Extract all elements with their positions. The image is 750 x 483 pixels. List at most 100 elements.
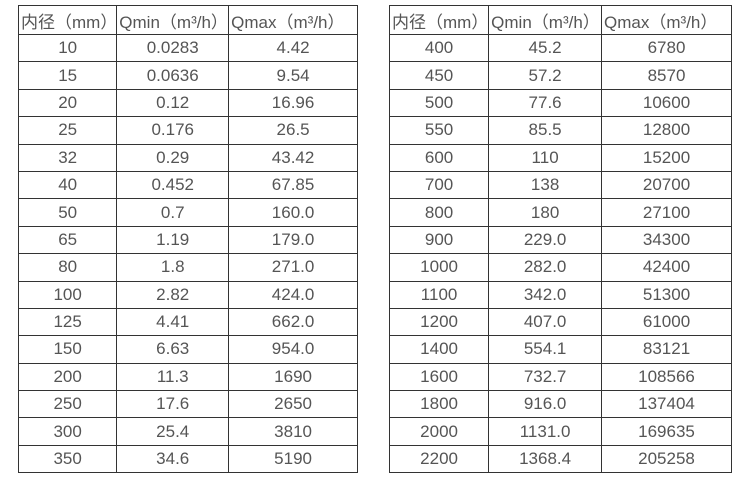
table-cell: 342.0 <box>488 280 603 309</box>
table-cell: 6.63 <box>116 335 230 364</box>
table-cell: 2200 <box>388 444 490 474</box>
table-cell: 160.0 <box>228 198 358 227</box>
table-row: 80 1.8 271.0 <box>17 253 358 282</box>
table-cell: 83121 <box>601 335 732 364</box>
table-cell: 1.19 <box>116 225 230 255</box>
table-cell: 550 <box>388 116 490 145</box>
table-cell: 0.176 <box>116 116 230 145</box>
table-row: 2000 1131.0 169635 <box>388 417 732 446</box>
table-cell: 1.8 <box>116 253 230 282</box>
table-cell: 0.0283 <box>116 33 230 63</box>
table-row: 32 0.29 43.42 <box>17 143 358 172</box>
table-cell: 0.12 <box>116 88 230 118</box>
table-cell: 108566 <box>601 362 732 392</box>
table-cell: 110 <box>488 143 603 172</box>
flow-spec-table-large-diameters: 内径（mm） Qmin（m³/h） Qmax（m³/h） 400 45.2 6780 450… <box>388 5 732 474</box>
table-cell: 662.0 <box>228 307 358 337</box>
table-cell: 8570 <box>601 61 732 90</box>
column-header: 内径（mm） <box>388 5 490 35</box>
table-cell: 179.0 <box>228 225 358 255</box>
table-row: 40 0.452 67.85 <box>17 170 358 200</box>
table-cell: 169635 <box>601 417 732 446</box>
table-cell: 2000 <box>388 417 490 446</box>
table-cell: 1368.4 <box>488 444 603 474</box>
table-cell: 700 <box>388 170 490 200</box>
table-cell: 1690 <box>228 362 358 392</box>
header-row: 内径（mm） Qmin（m³/h） Qmax（m³/h） <box>17 5 358 35</box>
table-cell: 25 <box>17 116 118 145</box>
table-cell: 900 <box>388 225 490 255</box>
table-row: 200 11.3 1690 <box>17 362 358 392</box>
table-cell: 150 <box>17 335 118 364</box>
table-cell: 0.452 <box>116 170 230 200</box>
table-cell: 732.7 <box>488 362 603 392</box>
table-row: 500 77.6 10600 <box>388 88 732 118</box>
table-cell: 554.1 <box>488 335 603 364</box>
table-cell: 42400 <box>601 253 732 282</box>
table-cell: 80 <box>17 253 118 282</box>
table-row: 20 0.12 16.96 <box>17 88 358 118</box>
table-cell: 1600 <box>388 362 490 392</box>
table-cell: 50 <box>17 198 118 227</box>
table-row: 2200 1368.4 205258 <box>388 444 732 474</box>
column-header: 内径（mm） <box>17 5 118 35</box>
table-row: 25 0.176 26.5 <box>17 116 358 145</box>
table-cell: 138 <box>488 170 603 200</box>
table-cell: 2650 <box>228 390 358 419</box>
table-cell: 600 <box>388 143 490 172</box>
table-cell: 85.5 <box>488 116 603 145</box>
table-cell: 20 <box>17 88 118 118</box>
table-cell: 16.96 <box>228 88 358 118</box>
table-cell: 20700 <box>601 170 732 200</box>
table-cell: 300 <box>17 417 118 446</box>
flow-spec-table-small-diameters: 内径（mm） Qmin（m³/h） Qmax（m³/h） 10 0.0283 4.42 15… <box>17 5 358 474</box>
table-cell: 137404 <box>601 390 732 419</box>
table-cell: 916.0 <box>488 390 603 419</box>
table-cell: 1200 <box>388 307 490 337</box>
table-cell: 65 <box>17 225 118 255</box>
table-cell: 4.42 <box>228 33 358 63</box>
table-cell: 3810 <box>228 417 358 446</box>
table-row: 1400 554.1 83121 <box>388 335 732 364</box>
table-cell: 6780 <box>601 33 732 63</box>
table-cell: 0.29 <box>116 143 230 172</box>
table-row: 150 6.63 954.0 <box>17 335 358 364</box>
table-cell: 17.6 <box>116 390 230 419</box>
table-cell: 32 <box>17 143 118 172</box>
table-cell: 250 <box>17 390 118 419</box>
table-cell: 1800 <box>388 390 490 419</box>
table-cell: 400 <box>388 33 490 63</box>
table-cell: 5190 <box>228 444 358 474</box>
table-row: 350 34.6 5190 <box>17 444 358 474</box>
table-cell: 1400 <box>388 335 490 364</box>
table-cell: 180 <box>488 198 603 227</box>
table-cell: 11.3 <box>116 362 230 392</box>
table-cell: 15 <box>17 61 118 90</box>
table-cell: 43.42 <box>228 143 358 172</box>
table-row: 125 4.41 662.0 <box>17 307 358 337</box>
table-cell: 1000 <box>388 253 490 282</box>
table-row: 65 1.19 179.0 <box>17 225 358 255</box>
table-cell: 1100 <box>388 280 490 309</box>
table-cell: 100 <box>17 280 118 309</box>
table-cell: 200 <box>17 362 118 392</box>
table-row: 300 25.4 3810 <box>17 417 358 446</box>
table-cell: 34300 <box>601 225 732 255</box>
table-row: 700 138 20700 <box>388 170 732 200</box>
column-header: Qmin（m³/h） <box>488 5 603 35</box>
table-cell: 57.2 <box>488 61 603 90</box>
table-row: 1000 282.0 42400 <box>388 253 732 282</box>
table-row: 400 45.2 6780 <box>388 33 732 63</box>
table-cell: 27100 <box>601 198 732 227</box>
table-cell: 271.0 <box>228 253 358 282</box>
table-cell: 800 <box>388 198 490 227</box>
table-cell: 1131.0 <box>488 417 603 446</box>
table-cell: 282.0 <box>488 253 603 282</box>
table-cell: 350 <box>17 444 118 474</box>
table-cell: 424.0 <box>228 280 358 309</box>
table-cell: 229.0 <box>488 225 603 255</box>
table-cell: 125 <box>17 307 118 337</box>
table-cell: 77.6 <box>488 88 603 118</box>
table-cell: 51300 <box>601 280 732 309</box>
